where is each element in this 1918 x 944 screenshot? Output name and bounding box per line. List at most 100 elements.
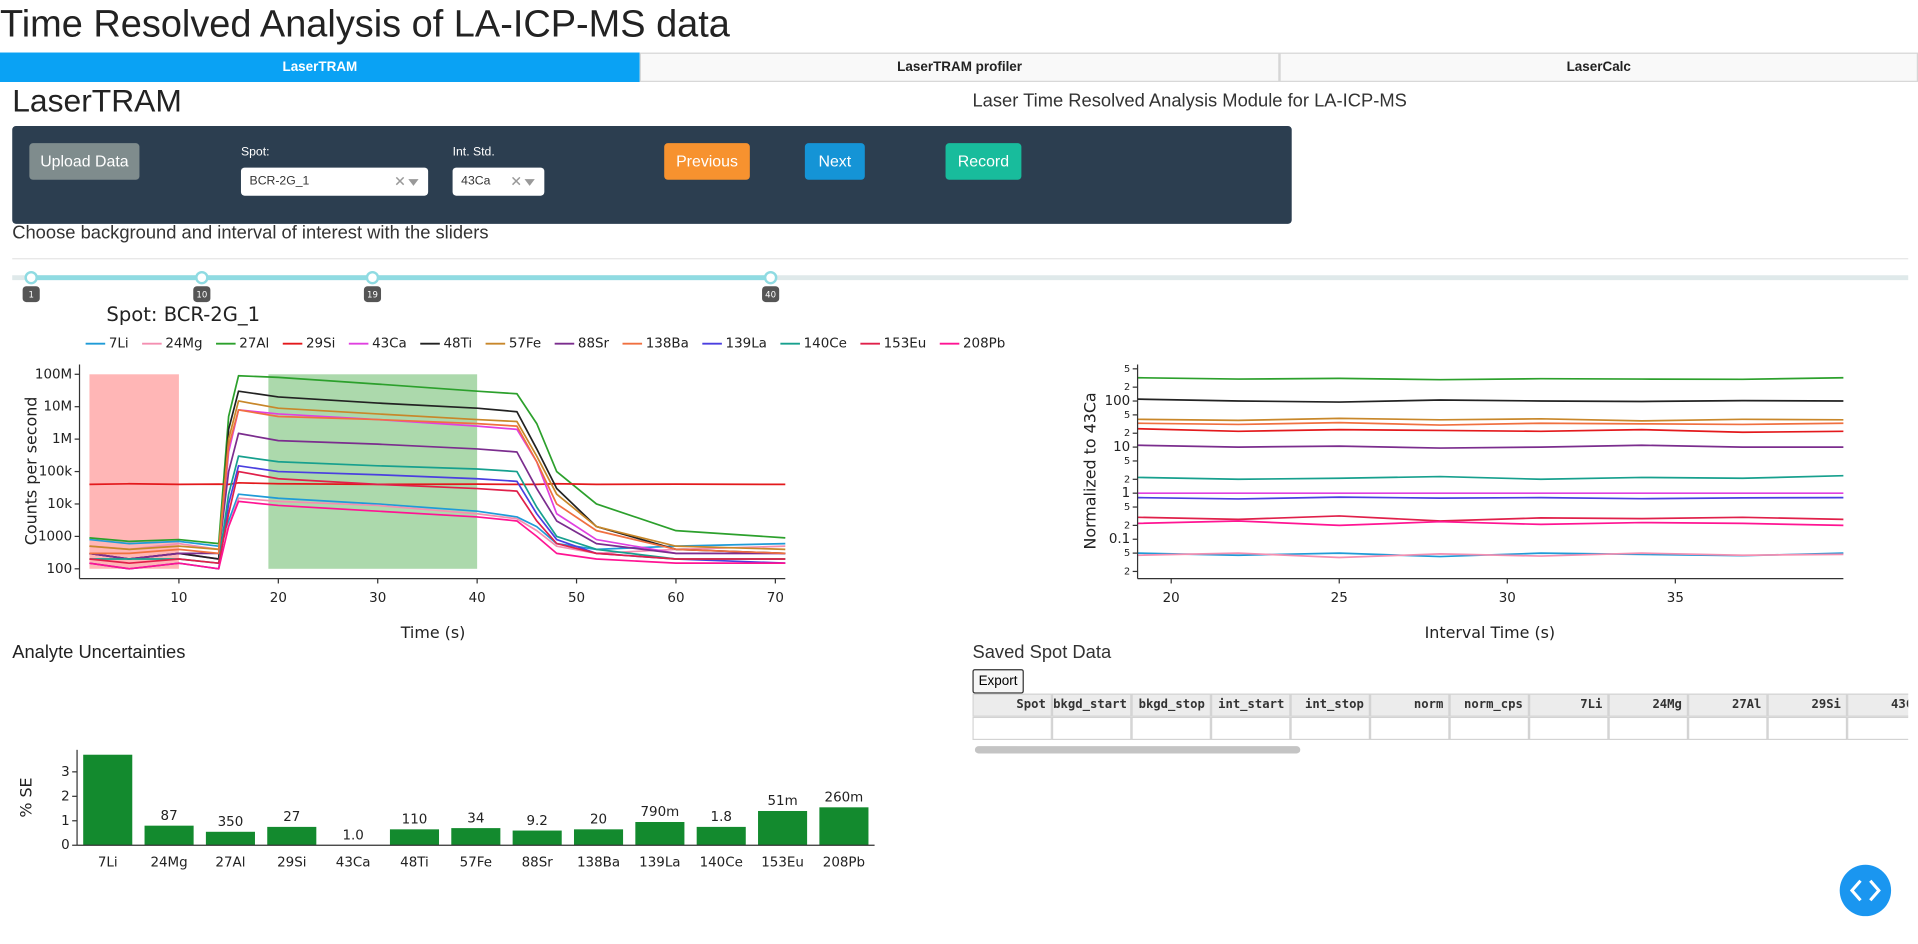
series-line: [1137, 520, 1844, 527]
x-tick-label: 35: [1667, 591, 1684, 606]
table-header: Spot bkgd_start bkgd_stop int_start int_stop…: [972, 693, 1909, 717]
y-tick-label: 2: [1124, 520, 1130, 531]
bar: [267, 826, 317, 846]
table-title: Saved Spot Data: [972, 642, 1112, 663]
fab-icon: [1849, 879, 1881, 902]
previous-button[interactable]: Previous: [664, 143, 750, 180]
x-tick-label: 30: [1499, 591, 1516, 606]
bar: [819, 807, 869, 846]
bar: [635, 821, 685, 846]
fab-circle[interactable]: [1839, 864, 1892, 917]
x-tick-label: 60: [667, 591, 684, 606]
upload-button[interactable]: Upload Data: [29, 143, 140, 180]
chart-title: Spot: BCR-2G_1: [106, 303, 260, 326]
x-tick-label: 25: [1331, 591, 1348, 606]
y-tick-label: 100k: [39, 465, 73, 480]
bar: [512, 830, 562, 846]
y-tick-label: 2: [1124, 382, 1130, 393]
y-tick-label: 10k: [47, 497, 72, 512]
slider-instruction: Choose background and interval of intere…: [12, 222, 489, 244]
bar-text: 20: [590, 813, 607, 828]
table-cell: [1051, 716, 1132, 741]
x-tick-label: 48Ti: [400, 855, 429, 870]
legend-label: 153Eu: [884, 337, 927, 352]
table-scrollbar[interactable]: [974, 746, 1301, 754]
table-cell: [1608, 716, 1689, 741]
tab[interactable]: LaserTRAM profiler: [639, 52, 1280, 82]
x-tick-label: 153Eu: [761, 855, 804, 870]
y-tick-label: 2: [1124, 474, 1130, 485]
tab[interactable]: LaserTRAM: [0, 52, 640, 82]
x-tick-label: 43Ca: [336, 855, 371, 870]
series-line: [89, 500, 786, 570]
module-title: LaserTRAM: [12, 81, 182, 119]
slider-handle[interactable]: [763, 270, 778, 285]
int-std-value: 43Ca: [461, 174, 491, 189]
x-tick-label: 7Li: [98, 855, 118, 870]
table-cell: bkgd_stop: [1131, 693, 1211, 717]
code-toggle-button[interactable]: [1839, 864, 1892, 917]
legend-label: 57Fe: [509, 337, 541, 352]
slider-handle[interactable]: [24, 270, 38, 285]
dropdown-icons: [395, 176, 419, 186]
slider-handle-label: 1: [28, 290, 33, 300]
table-cell: norm_cps: [1449, 693, 1530, 717]
table-cell: [1290, 716, 1370, 741]
series-line: [89, 493, 786, 551]
series-line: [1137, 421, 1844, 426]
page-title: Time Resolved Analysis of LA-ICP-MS data: [0, 2, 730, 46]
bar: [696, 826, 746, 846]
bar-text: 9.2: [526, 814, 547, 829]
x-tick-label: 10: [170, 591, 187, 606]
y-tick-label: 2: [61, 789, 70, 804]
legend-label: 139La: [726, 337, 767, 352]
legend-label: 24Mg: [165, 337, 202, 352]
table-cell: 29Si: [1767, 693, 1848, 717]
slider-handle[interactable]: [195, 270, 209, 285]
spot-dropdown[interactable]: BCR-2G_1: [240, 167, 429, 196]
slider-handle-label: 10: [196, 290, 207, 300]
table-cell: [1529, 716, 1609, 741]
series-line: [89, 432, 786, 560]
bar: [573, 829, 624, 846]
series-line: [89, 400, 786, 551]
series-line: [1137, 552, 1844, 559]
spot-label: Spot:: [240, 145, 270, 160]
x-tick-label: 40: [469, 591, 486, 606]
slider-handle[interactable]: [365, 270, 380, 285]
table-cell: norm: [1369, 693, 1450, 717]
y-tick-label: 5: [1124, 410, 1130, 421]
bar-text: 87: [161, 809, 178, 824]
slider-handle-label-bg: [193, 286, 211, 303]
x-tick-label: 20: [270, 591, 287, 606]
x-tick-label: 139La: [639, 855, 680, 870]
export-button[interactable]: Export: [972, 669, 1024, 694]
y-tick-label: 5: [1124, 548, 1130, 559]
series-line: [1137, 398, 1844, 403]
series-line: [1137, 444, 1844, 449]
table-cell: bkgd_start: [1051, 693, 1132, 717]
y-tick-label: 1000: [38, 529, 72, 544]
clear-caret-icon: [395, 176, 419, 186]
x-tick-label: 24Mg: [150, 855, 187, 870]
table-cell: [1767, 716, 1848, 741]
y-axis-label: Counts per second: [21, 397, 40, 546]
next-button[interactable]: Next: [804, 143, 865, 180]
y-tick-label: 100: [1105, 394, 1131, 409]
x-tick-label: 138Ba: [577, 855, 620, 870]
bar: [389, 829, 440, 846]
table-cell: [972, 716, 1052, 741]
y-tick-label: 10: [1113, 440, 1130, 455]
x-tick-label: 30: [369, 591, 386, 606]
bar: [144, 825, 194, 846]
bar-text: 350: [218, 815, 244, 830]
tab[interactable]: LaserCalc: [1279, 52, 1918, 82]
series-line: [1137, 417, 1844, 422]
legend-label: 138Ba: [646, 337, 689, 352]
y-axis-label: % SE: [16, 777, 35, 817]
int-std-dropdown[interactable]: 43Ca: [452, 167, 545, 196]
table-cell: int_stop: [1290, 693, 1370, 717]
y-tick-label: 5: [1124, 364, 1130, 375]
record-button[interactable]: Record: [945, 143, 1022, 180]
slider-handle-label: 19: [367, 290, 378, 300]
